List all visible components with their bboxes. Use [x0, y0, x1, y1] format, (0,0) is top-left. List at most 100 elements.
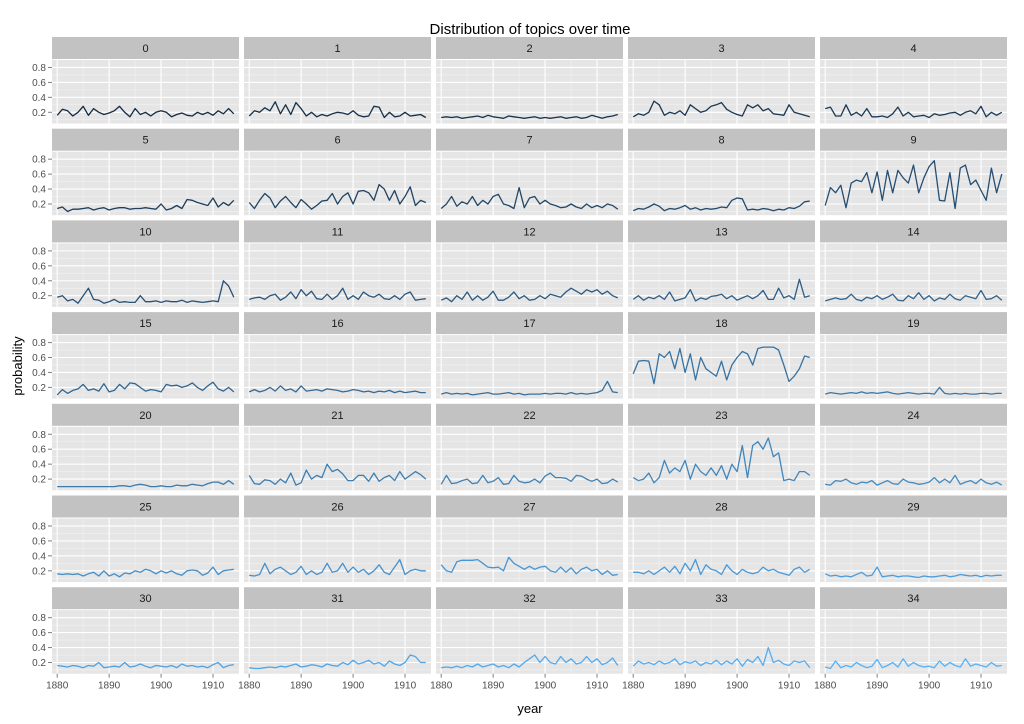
x-tick-label: 1890: [98, 681, 121, 692]
facet-strip-label: 22: [523, 410, 535, 422]
facet-strip: [628, 312, 815, 335]
facet-strip: [52, 37, 239, 59]
series-line-topic-3: [632, 100, 810, 118]
facet-plot-area: [436, 335, 623, 399]
facet-panel: 5 0.2 0.4 0.6 0.8: [32, 128, 239, 216]
series-line-topic-10: [57, 280, 235, 304]
y-tick-label: 0.6: [32, 170, 46, 181]
facet-strip: [820, 37, 1007, 59]
facet-panel: 1: [244, 37, 431, 124]
facet-strip: [820, 403, 1007, 426]
facet-strip-label: 12: [523, 226, 535, 238]
y-tick-label: 0.4: [32, 643, 46, 654]
facet-strip: [436, 587, 623, 610]
facet-plot-area: [820, 60, 1007, 124]
facet-panel: 25 0.2 0.4 0.6 0.8: [32, 495, 239, 582]
facet-panel: 13: [628, 220, 815, 307]
facet-panel: 7: [436, 128, 623, 216]
facet-panel: 34 1880 1890 1900 1910: [814, 587, 1007, 692]
facet-strip: [820, 312, 1007, 335]
series-line-topic-22: [440, 472, 619, 485]
facet-panel: 8: [628, 128, 815, 216]
series-line-topic-2: [441, 113, 618, 119]
series-line-topic-24: [825, 474, 1003, 486]
facet-strip-label: 28: [715, 502, 727, 514]
facet-strip: [52, 220, 239, 243]
series-line-topic-14: [825, 289, 1003, 302]
facet-strip-label: 3: [718, 43, 724, 55]
series-line-topic-0: [56, 105, 235, 118]
facet-strip-label: 20: [139, 410, 151, 422]
facet-strip-label: 1: [334, 43, 340, 55]
facet-strip-label: 11: [332, 226, 343, 238]
facet-panel: 30 0.2 0.4 0.6 0.8 1880 1890 1900 1910: [32, 587, 239, 692]
facet-strip-label: 9: [910, 135, 916, 147]
facet-plot-area: [820, 335, 1007, 399]
y-tick-label: 0.6: [32, 78, 46, 89]
x-tick-label: 1900: [342, 681, 365, 692]
facet-strip: [52, 312, 239, 335]
x-tick-label: 1910: [586, 681, 609, 692]
facet-panel: 24: [820, 403, 1007, 491]
facet-strip-label: 7: [526, 135, 532, 147]
facet-strip: [244, 220, 431, 243]
facet-panel: 29: [820, 495, 1007, 582]
facet-panel: 14: [820, 220, 1007, 307]
facet-panel: 20 0.2 0.4 0.6 0.8: [32, 403, 239, 491]
facet-strip-label: 19: [907, 318, 919, 330]
y-tick-label: 0.4: [32, 185, 46, 196]
x-tick-label: 1890: [866, 681, 889, 692]
x-tick-label: 1900: [918, 681, 941, 692]
x-tick-label: 1880: [622, 681, 645, 692]
y-tick-label: 0.6: [32, 445, 46, 456]
facet-panel: 10 0.2 0.4 0.6 0.8: [32, 220, 239, 307]
facet-strip-label: 32: [523, 593, 535, 605]
facet-panel: 33 1880 1890 1900 1910: [622, 587, 815, 692]
x-tick-label: 1910: [970, 681, 993, 692]
facet-strip: [244, 312, 431, 335]
series-line-topic-4: [825, 104, 1003, 119]
facet-panel: 2: [436, 37, 623, 124]
facet-strip-label: 25: [139, 502, 151, 514]
facet-plot-area: [52, 243, 239, 307]
y-tick-label: 0.8: [32, 430, 46, 441]
y-tick-label: 0.4: [32, 460, 46, 471]
facet-panel: 22: [436, 403, 623, 491]
facet-strip-label: 31: [331, 593, 343, 605]
series-line-topic-9: [824, 160, 1003, 210]
facet-strip-label: 13: [715, 226, 727, 238]
facet-strip: [436, 220, 623, 243]
facet-strip: [628, 220, 815, 243]
y-tick-label: 0.6: [32, 261, 46, 272]
series-line-topic-31: [249, 654, 426, 670]
facet-strip: [436, 312, 623, 335]
facet-panel: 12: [436, 220, 623, 307]
facet-strip-label: 23: [715, 410, 727, 422]
x-tick-label: 1910: [778, 681, 801, 692]
facet-strip: [52, 128, 239, 151]
facet-strip: [436, 495, 623, 518]
series-line-topic-32: [441, 654, 619, 669]
series-line-topic-25: [57, 566, 234, 578]
x-axis-title: year: [517, 701, 543, 716]
facet-strip-label: 17: [523, 318, 535, 330]
y-tick-label: 0.2: [32, 108, 46, 119]
facet-plot-area: [52, 151, 239, 216]
facet-plot-area: [436, 60, 623, 124]
facet-strip: [820, 128, 1007, 151]
facet-strip-label: 27: [523, 502, 535, 514]
series-line-topic-16: [248, 385, 426, 394]
facet-strip-label: 21: [331, 410, 343, 422]
facet-strip-label: 18: [715, 318, 727, 330]
y-tick-label: 0.4: [32, 93, 46, 104]
series-line-topic-18: [632, 346, 810, 385]
series-line-topic-15: [56, 381, 235, 396]
facet-strip-label: 6: [334, 135, 340, 147]
facet-plot-area: [52, 426, 239, 491]
facet-panel: 28: [628, 495, 815, 582]
series-line-topic-34: [825, 658, 1002, 670]
facet-plot-area: [244, 243, 431, 307]
y-tick-label: 0.2: [32, 291, 46, 302]
y-tick-label: 0.4: [32, 551, 46, 562]
facet-strip-label: 34: [907, 593, 919, 605]
